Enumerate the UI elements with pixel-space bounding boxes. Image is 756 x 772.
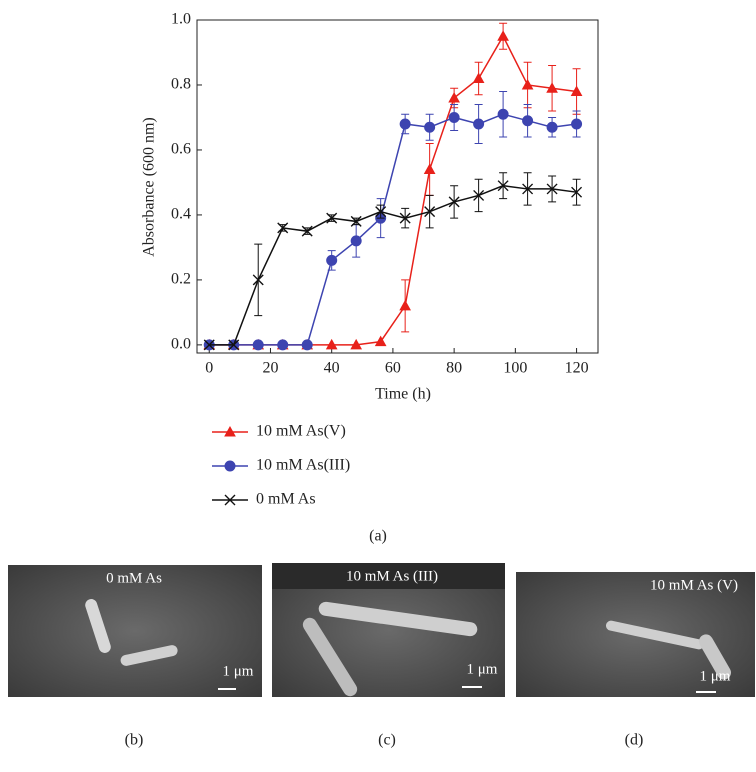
legend-label: 0 mM As [256, 491, 316, 508]
series-line [209, 34, 577, 346]
x-tick-label: 100 [503, 360, 527, 377]
marker [448, 91, 460, 103]
marker [423, 163, 436, 174]
y-axis-label: Absorbance (600 nm) [141, 117, 158, 257]
marker [326, 212, 338, 224]
x-tick-label: 40 [324, 360, 340, 377]
marker [252, 274, 264, 286]
marker [571, 186, 583, 198]
marker [522, 115, 534, 127]
marker [424, 206, 436, 218]
marker [497, 30, 509, 41]
marker [546, 183, 558, 195]
marker [350, 235, 362, 247]
y-tick-label: 1.0 [171, 11, 191, 28]
marker [301, 225, 313, 237]
marker [399, 299, 412, 311]
marker [546, 121, 558, 133]
marker [228, 339, 240, 351]
sem-image [8, 565, 262, 697]
marker [473, 189, 485, 201]
panel-caption: (b) [125, 732, 144, 749]
y-tick-label: 0.4 [171, 206, 191, 223]
y-tick-label: 0.8 [171, 76, 191, 93]
marker [203, 339, 215, 351]
x-axis-label: Time (h) [375, 386, 431, 403]
marker [570, 85, 583, 96]
scale-label: 1 μm [223, 663, 254, 679]
marker [301, 339, 313, 351]
x-tick-label: 80 [446, 360, 462, 377]
bacterium [302, 617, 358, 697]
legend-label: 10 mM As(III) [256, 457, 350, 474]
marker [374, 335, 387, 347]
marker [497, 108, 509, 120]
marker [399, 118, 411, 130]
marker [448, 111, 460, 123]
chart-caption: (a) [369, 528, 387, 545]
panel-label: 10 mM As (III) [346, 568, 438, 584]
marker [350, 338, 363, 350]
legend-marker [224, 494, 236, 506]
panel-label: 10 mM As (V) [650, 577, 738, 593]
bacterium [699, 634, 731, 680]
series-line [209, 113, 577, 346]
marker [399, 212, 411, 224]
y-tick-label: 0.6 [171, 141, 191, 158]
marker [277, 222, 289, 234]
marker [473, 118, 485, 130]
image-band [272, 563, 505, 589]
marker [375, 206, 387, 218]
marker [326, 254, 338, 266]
legend-marker [224, 425, 236, 437]
marker [325, 338, 338, 350]
marker [472, 72, 485, 83]
y-tick-label: 0.0 [171, 336, 191, 353]
x-tick-label: 60 [385, 360, 401, 377]
plot-frame [196, 19, 599, 354]
x-tick-label: 0 [205, 360, 213, 377]
x-tick-label: 20 [262, 360, 278, 377]
marker [497, 180, 509, 192]
bacterium [605, 620, 705, 650]
marker [350, 215, 362, 227]
bacterium [318, 601, 478, 637]
marker [571, 118, 583, 130]
marker [277, 339, 289, 351]
bacterium [85, 599, 111, 653]
panel-caption: (c) [378, 732, 396, 749]
panel-caption: (d) [625, 732, 644, 749]
y-tick-label: 0.2 [171, 271, 191, 288]
marker [522, 183, 534, 195]
x-tick-label: 120 [565, 360, 589, 377]
scale-label: 1 μm [467, 661, 498, 677]
marker [252, 339, 264, 351]
marker [546, 82, 558, 93]
bacterium [120, 645, 178, 666]
legend-label: 10 mM As(V) [256, 423, 346, 440]
series-line [209, 184, 577, 346]
panel-label: 0 mM As [106, 570, 162, 586]
legend-marker [224, 460, 236, 472]
scale-label: 1 μm [700, 668, 731, 684]
marker [521, 78, 534, 90]
marker [424, 121, 436, 133]
marker [448, 196, 460, 208]
